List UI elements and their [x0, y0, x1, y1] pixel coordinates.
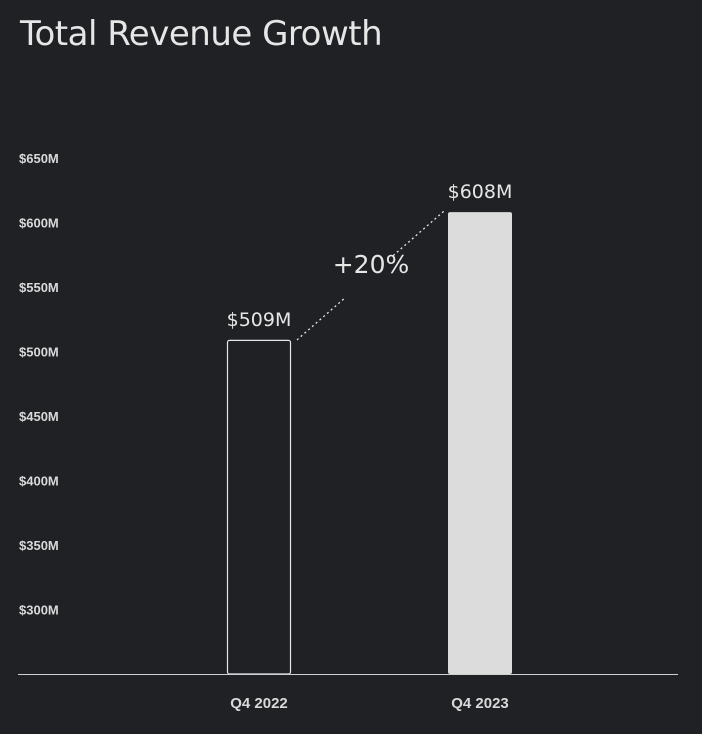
y-tick-label: $450M: [19, 409, 59, 424]
y-tick-label: $650M: [19, 151, 59, 166]
y-tick-label: $350M: [19, 538, 59, 553]
connector: +20%: [296, 209, 446, 341]
chart-title: Total Revenue Growth: [20, 14, 383, 54]
growth-annotation: +20%: [333, 250, 410, 279]
y-tick-label: $400M: [19, 474, 59, 489]
bar-value-label: $608M: [448, 181, 513, 203]
x-tick-label: Q4 2022: [230, 695, 288, 712]
y-tick-label: $600M: [19, 216, 59, 231]
y-tick-label: $550M: [19, 280, 59, 295]
growth-connector-line: [296, 296, 347, 341]
bar-q4-2022: [226, 339, 292, 675]
y-tick-label: $300M: [19, 603, 59, 618]
x-axis: Q4 2022 Q4 2023: [18, 674, 678, 712]
x-tick-label: Q4 2023: [451, 695, 509, 712]
growth-connector-line: [392, 209, 446, 257]
bar-value-label: $509M: [227, 309, 292, 331]
y-axis-ticks: $300M $350M $400M $450M $500M $550M $600M $650M: [19, 151, 59, 618]
bars: $509M $608M: [226, 181, 513, 675]
bar-q4-2023: [448, 212, 512, 674]
y-tick-label: $500M: [19, 345, 59, 360]
